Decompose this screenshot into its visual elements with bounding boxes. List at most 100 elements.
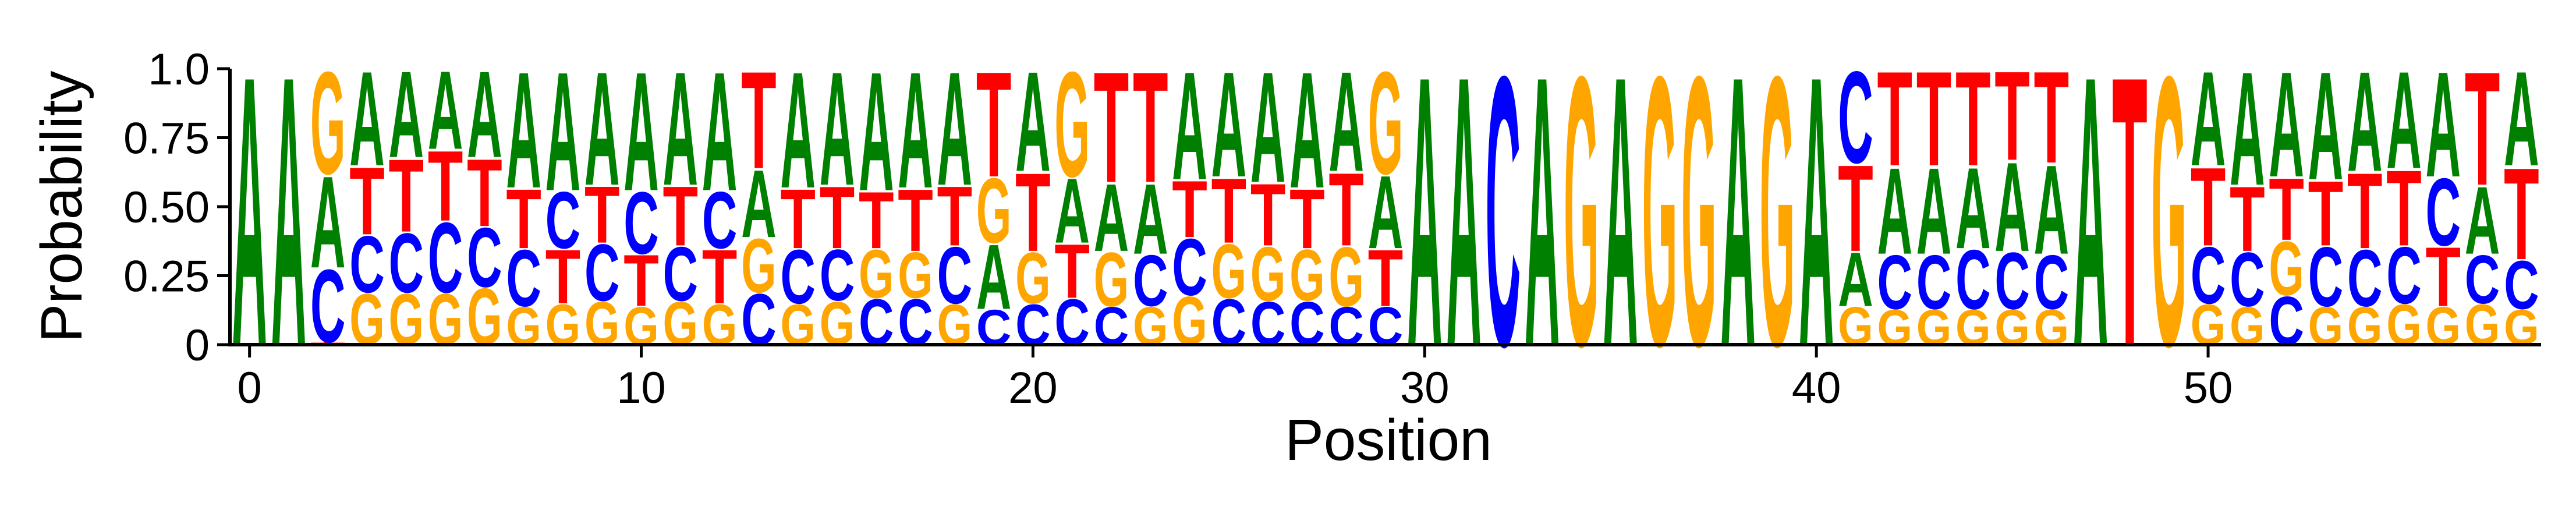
base-letter-A: A (2504, 43, 2539, 194)
base-letter-A: A (1955, 144, 1991, 273)
base-letter-A: A (1407, 0, 1443, 426)
base-letter-T: T (389, 137, 424, 254)
base-letter-T: T (1994, 44, 2030, 187)
base-letter-T: T (741, 43, 777, 197)
base-letter-C: C (898, 286, 933, 359)
base-letter-G: G (506, 297, 541, 357)
base-letter-C: C (859, 286, 894, 359)
base-letter-A: A (467, 46, 502, 184)
base-letter-T: T (1838, 140, 1873, 278)
base-letter-G: G (1642, 0, 1678, 426)
base-letter-A: A (1525, 0, 1560, 426)
x-tick-label: 20 (1008, 363, 1058, 413)
y-tick-label: 0.75 (123, 114, 210, 164)
base-letter-C: C (1877, 240, 1912, 325)
base-letter-A: A (1720, 0, 1756, 426)
base-letter-A: A (2269, 40, 2304, 208)
base-letter-A: A (1015, 41, 1051, 201)
base-letter-A: A (1368, 154, 1404, 271)
base-letter-T: T (2308, 162, 2344, 266)
base-letter-C: C (1289, 290, 1325, 359)
base-letter-T: T (545, 233, 581, 320)
base-letter-C: C (2386, 231, 2422, 321)
base-letter-G: G (2269, 226, 2304, 312)
base-letter-G: G (1015, 238, 1051, 320)
base-letter-G: G (310, 41, 346, 205)
base-letter-A: A (1603, 0, 1638, 426)
y-axis-label: Probability (29, 71, 94, 343)
base-letter-G: G (1133, 297, 1168, 357)
base-letter-A: A (2073, 0, 2109, 426)
base-letter-T: T (349, 147, 385, 254)
base-letter-G: G (663, 289, 699, 358)
base-letter-A: A (702, 37, 738, 226)
base-letter-T: T (1955, 44, 1991, 194)
base-letter-T: T (898, 172, 933, 270)
base-letter-G: G (2347, 297, 2383, 357)
base-letter-T: T (702, 233, 738, 320)
base-letter-A: A (859, 37, 894, 226)
base-letter-A: A (428, 48, 463, 173)
base-letter-C: C (467, 210, 502, 305)
base-letter-A: A (271, 0, 307, 426)
x-tick-label: 50 (2184, 363, 2233, 413)
base-letter-G: G (898, 238, 933, 312)
base-letter-C: C (545, 175, 581, 265)
base-letter-A: A (1799, 0, 1834, 426)
base-letter-C: C (1250, 290, 1286, 359)
base-letter-G: G (1328, 229, 1364, 324)
base-letter-T: T (1015, 151, 1051, 275)
base-letter-A: A (1133, 162, 1168, 275)
base-letter-T: T (976, 41, 1012, 208)
base-letter-C: C (349, 219, 385, 310)
base-letter-A: A (2386, 43, 2422, 198)
base-letter-G: G (976, 159, 1012, 263)
base-letter-T: T (780, 172, 816, 267)
base-letter-A: A (1328, 41, 1364, 201)
base-letter-G: G (1211, 229, 1247, 315)
base-letter-T: T (663, 169, 699, 264)
base-letter-C: C (623, 174, 659, 273)
base-letter-T: T (2191, 145, 2226, 270)
base-letter-G: G (428, 279, 463, 361)
base-letter-G: G (1681, 0, 1717, 426)
base-letter-C: C (2465, 240, 2500, 318)
base-letter-A: A (2347, 41, 2383, 201)
base-letter-A: A (2034, 139, 2070, 281)
base-letter-T: T (2347, 151, 2383, 271)
base-letter-C: C (820, 234, 855, 316)
base-letter-A: A (310, 148, 346, 295)
base-letter-C: C (663, 232, 699, 317)
base-letter-G: G (1250, 232, 1286, 318)
x-axis-ticks: 0 10 20 30 40 50 (238, 345, 2233, 413)
base-letter-T: T (2465, 39, 2500, 219)
base-letter-G: G (859, 236, 894, 313)
base-letter-A: A (937, 38, 973, 219)
base-letter-A: A (1289, 38, 1325, 222)
base-letter-A: A (389, 46, 424, 184)
base-letter-C: C (976, 300, 1012, 356)
base-letter-C: C (937, 231, 973, 321)
base-letter-C: C (428, 201, 463, 314)
base-letter-T: T (1094, 40, 1129, 216)
base-letter-T: T (937, 169, 973, 264)
base-letter-T: T (1133, 40, 1168, 216)
base-letter-A: A (976, 225, 1012, 329)
base-letter-G: G (1838, 297, 1873, 357)
base-letter-C: C (702, 175, 738, 265)
base-letter-A: A (1211, 40, 1247, 208)
base-letter-A: A (898, 38, 933, 222)
base-letter-G: G (1368, 41, 1404, 205)
x-tick-label: 0 (238, 363, 262, 413)
base-letter-A: A (349, 43, 385, 194)
base-letter-C: C (2504, 246, 2539, 324)
base-letter-C: C (2191, 231, 2226, 321)
base-letter-A: A (2191, 43, 2226, 194)
base-letter-T: T (1250, 166, 1286, 264)
base-letter-A: A (2465, 166, 2500, 274)
y-axis-ticks: 0 0.25 0.50 0.75 1.0 (123, 45, 230, 370)
base-letter-A: A (1446, 0, 1482, 426)
base-letter-T: T (428, 130, 463, 242)
base-letter-C: C (780, 235, 816, 320)
logo-letters: AATCAGGCTAGCTAGCTAGCTAGCTAGTCAGCTAGTCAGC… (232, 0, 2539, 427)
